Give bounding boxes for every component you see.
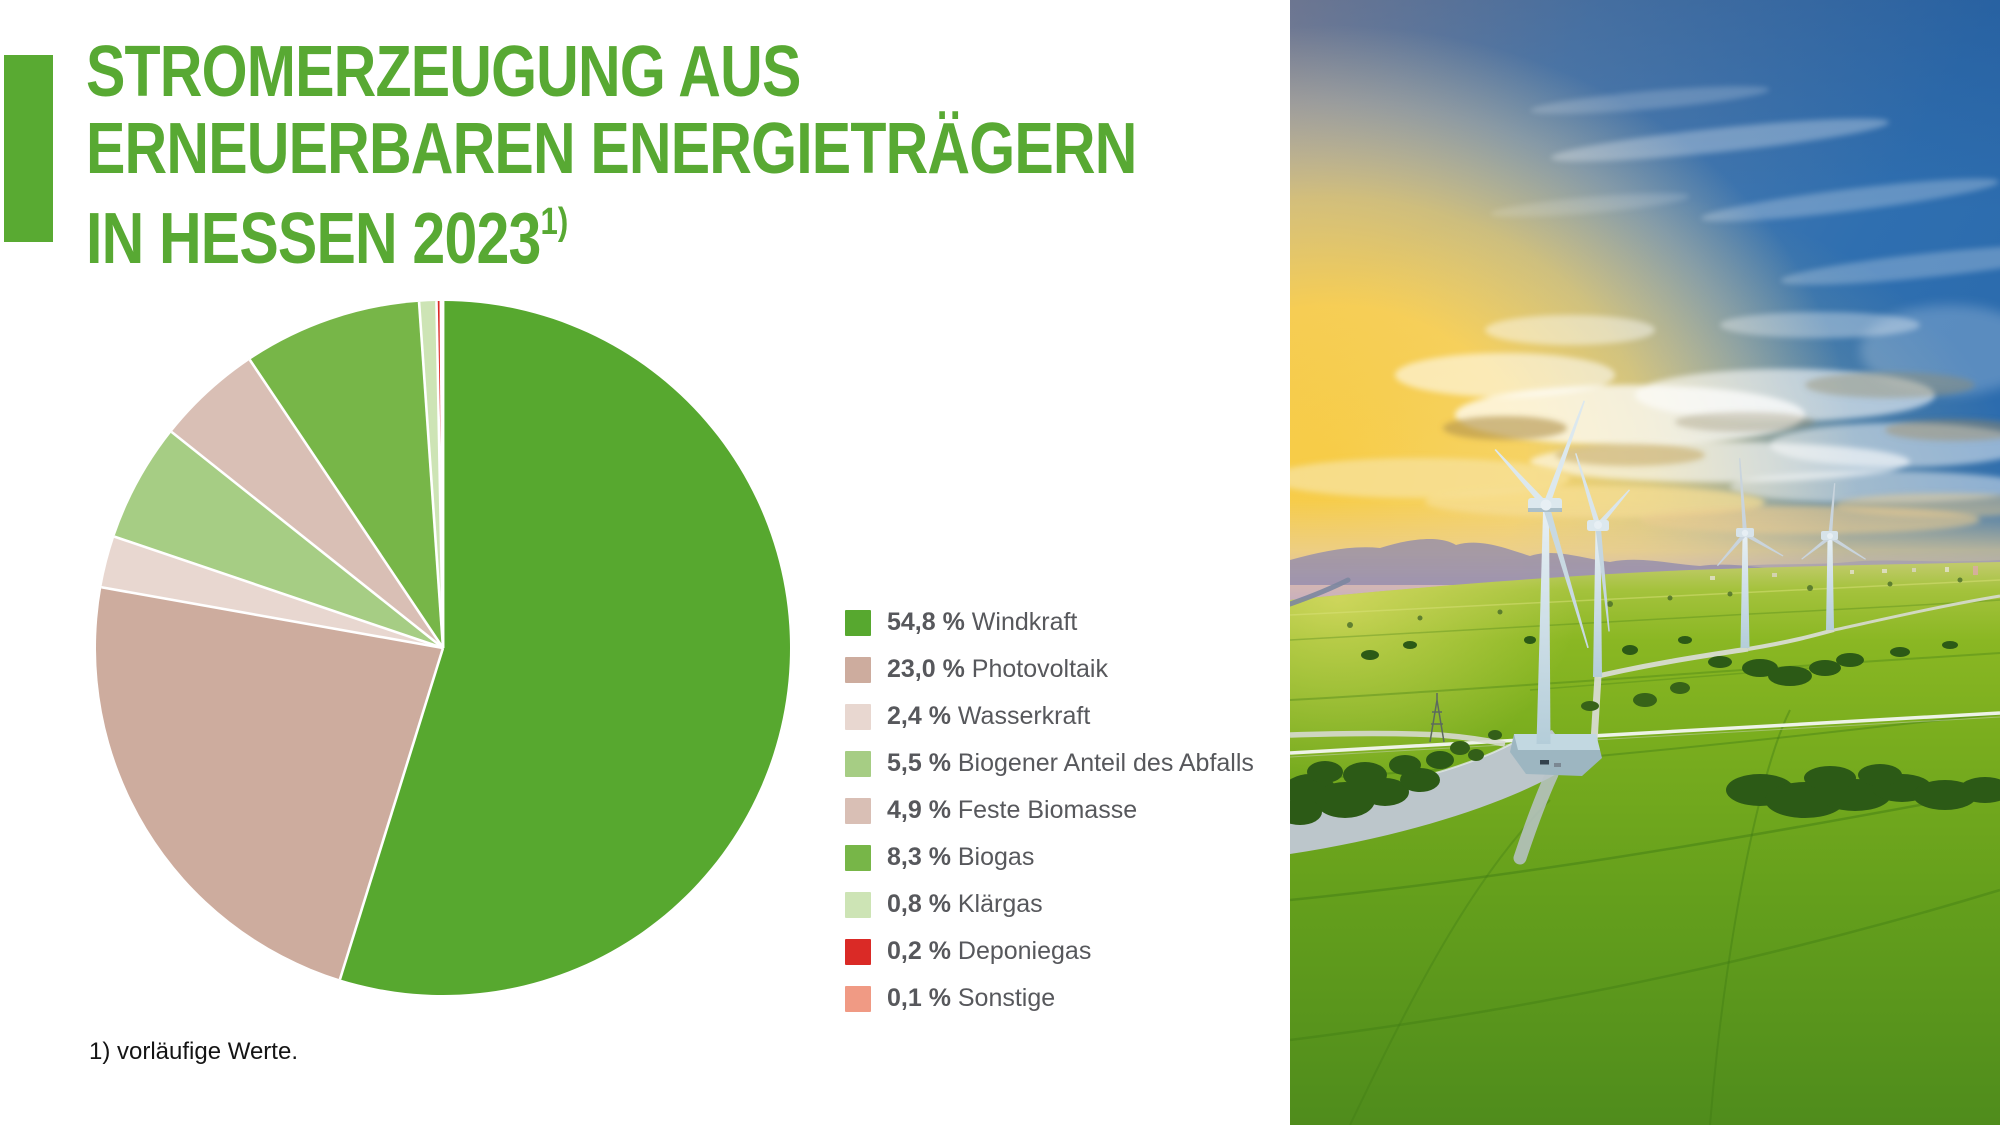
legend-swatch xyxy=(845,609,871,636)
legend-value: 5,5 % xyxy=(887,749,951,777)
legend-item: 54,8 % Windkraft xyxy=(845,608,1254,637)
legend-item: 4,9 % Feste Biomasse xyxy=(845,796,1254,825)
legend-item: 0,8 % Klärgas xyxy=(845,890,1254,919)
wind-turbine-1 xyxy=(1494,400,1589,744)
legend-value: 23,0 % xyxy=(887,655,965,683)
pie-slice-separator xyxy=(248,359,445,649)
pie-chart-container xyxy=(93,298,793,998)
pie-slice-biogas xyxy=(249,301,443,648)
legend-swatch xyxy=(845,938,871,965)
accent-bar xyxy=(4,55,53,242)
page-title: STROMERZEUGUNG AUS ERNEUERBAREN ENERGIET… xyxy=(86,34,1152,278)
legend-label: Deponiegas xyxy=(950,937,1092,965)
footnote-marker: 1) xyxy=(540,201,569,243)
legend-value: 0,8 % xyxy=(887,890,951,918)
legend-text: 54,8 % Windkraft xyxy=(887,608,1077,637)
pie-slice-separator xyxy=(417,301,445,649)
legend-text: 23,0 % Photovoltaik xyxy=(887,655,1108,684)
clouds xyxy=(1290,86,2000,534)
pie-slice-feste-biomasse xyxy=(171,359,443,648)
legend-text: 0,8 % Klärgas xyxy=(887,890,1043,919)
title-line-1: STROMERZEUGUNG AUS xyxy=(86,32,801,112)
legend-text: 5,5 % Biogener Anteil des Abfalls xyxy=(887,749,1254,778)
legend-item: 0,1 % Sonstige xyxy=(845,984,1254,1013)
legend-label: Photovoltaik xyxy=(964,655,1108,683)
field xyxy=(1290,562,2000,1125)
legend-label: Feste Biomasse xyxy=(950,796,1138,824)
legend-text: 0,1 % Sonstige xyxy=(887,984,1055,1013)
legend-value: 0,1 % xyxy=(887,984,951,1012)
legend-value: 2,4 % xyxy=(887,702,951,730)
legend-swatch xyxy=(845,844,871,871)
legend-label: Klärgas xyxy=(950,890,1043,918)
legend-label: Biogas xyxy=(950,843,1035,871)
legend-label: Sonstige xyxy=(950,984,1056,1012)
pie-slice-separator xyxy=(113,535,444,650)
legend-label: Windkraft xyxy=(964,608,1078,636)
pie-slice-separator xyxy=(101,585,444,650)
legend-text: 4,9 % Feste Biomasse xyxy=(887,796,1137,825)
legend-text: 0,2 % Deponiegas xyxy=(887,937,1091,966)
legend-item: 8,3 % Biogas xyxy=(845,843,1254,872)
legend-swatch xyxy=(845,656,871,683)
legend-value: 54,8 % xyxy=(887,608,965,636)
wind-turbines xyxy=(1494,400,1866,744)
legend-item: 23,0 % Photovoltaik xyxy=(845,655,1254,684)
legend-swatch xyxy=(845,703,871,730)
footnote: 1) vorläufige Werte. xyxy=(89,1038,298,1065)
title-line-3: IN HESSEN 20231) xyxy=(86,199,569,279)
transmission-tower-icon xyxy=(1429,693,1445,743)
legend-item: 5,5 % Biogener Anteil des Abfalls xyxy=(845,749,1254,778)
pie-slice-biogener-anteil-des-abfalls xyxy=(114,431,444,648)
legend-text: 2,4 % Wasserkraft xyxy=(887,702,1090,731)
wind-turbine-2 xyxy=(1575,453,1631,677)
pie-slice-separator xyxy=(170,430,444,650)
legend-swatch xyxy=(845,797,871,824)
legend-item: 2,4 % Wasserkraft xyxy=(845,702,1254,731)
wind-turbine-4 xyxy=(1801,483,1866,630)
legend-text: 8,3 % Biogas xyxy=(887,843,1034,872)
legend-value: 4,9 % xyxy=(887,796,951,824)
legend-swatch xyxy=(845,985,871,1012)
pie-legend: 54,8 % Windkraft 23,0 % Photovoltaik 2,4 %… xyxy=(845,608,1254,1013)
title-line-2: ERNEUERBAREN ENERGIETRÄGERN xyxy=(86,109,1137,189)
photo-wind-turbines xyxy=(1290,0,2000,1125)
pie-slice-windkraft xyxy=(339,301,790,995)
pie-chart xyxy=(96,301,790,995)
legend-label: Biogener Anteil des Abfalls xyxy=(950,749,1254,777)
legend-value: 0,2 % xyxy=(887,937,951,965)
offscreen-blade xyxy=(1290,577,1351,607)
legend-swatch xyxy=(845,750,871,777)
pie-slice-photovoltaik xyxy=(96,587,443,980)
legend-value: 8,3 % xyxy=(887,843,951,871)
pie-slice-separator xyxy=(338,647,445,980)
legend-item: 0,2 % Deponiegas xyxy=(845,937,1254,966)
wind-turbine-3 xyxy=(1716,458,1784,648)
legend-label: Wasserkraft xyxy=(950,702,1091,730)
legend-swatch xyxy=(845,891,871,918)
trees xyxy=(1290,577,2000,825)
